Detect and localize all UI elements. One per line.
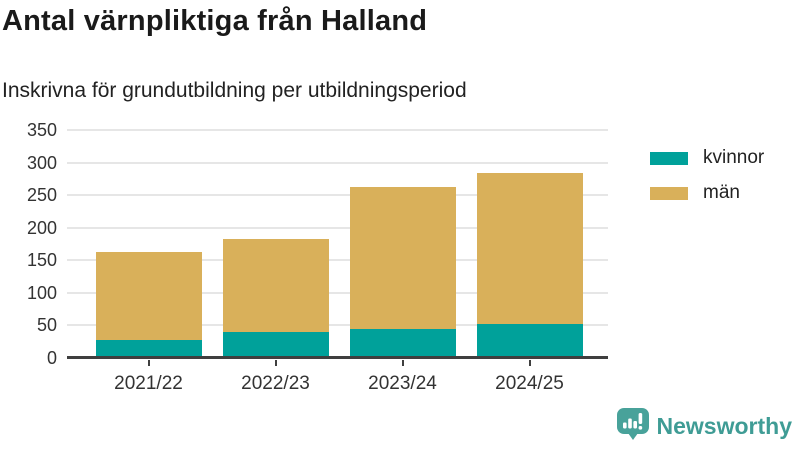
y-axis-tick-label: 350 (26, 120, 57, 140)
legend-item-kvinnor: kvinnor (650, 147, 764, 169)
brand-name: Newsworthy (656, 413, 792, 439)
bar-segment-män-2021/22 (95, 251, 202, 340)
gridline-250 (67, 194, 608, 196)
y-axis-tick-label: 0 (46, 347, 57, 368)
y-axis-tick-label: 150 (26, 250, 57, 270)
x-axis-label: 2022/23 (241, 372, 310, 394)
legend-label-män: män (703, 182, 740, 203)
x-axis-label: 2021/22 (114, 372, 183, 394)
legend-swatch-kvinnor (650, 151, 688, 165)
x-axis-tick (528, 359, 531, 366)
gridline-200 (67, 226, 608, 229)
gridline-300 (67, 161, 608, 164)
y-axis-tick-label: 100 (26, 282, 57, 303)
y-axis-tick-label: 250 (26, 185, 57, 205)
x-axis-tick (401, 359, 404, 366)
legend-item-män: män (650, 182, 764, 204)
y-axis-tick-label: 300 (26, 152, 57, 173)
bar-segment-män-2024/25 (476, 172, 583, 325)
newsworthy-logo-icon (616, 407, 650, 446)
bar-segment-kvinnor-2022/23 (222, 332, 329, 358)
x-axis-tick (147, 359, 150, 366)
bar-segment-kvinnor-2021/22 (95, 339, 202, 358)
chart-subtitle: Inskrivna för grundutbildning per utbild… (2, 79, 467, 102)
y-axis-tick-label: 200 (26, 217, 57, 238)
x-axis-label: 2024/25 (495, 372, 564, 394)
gridline-150 (67, 259, 608, 261)
brand-footer: Newsworthy (616, 407, 792, 446)
legend: kvinnor män (650, 147, 764, 204)
gridline-100 (67, 291, 608, 294)
x-axis-tick (274, 359, 277, 366)
x-axis-label: 2023/24 (368, 372, 437, 394)
bar-segment-kvinnor-2023/24 (349, 328, 456, 358)
legend-label-kvinnor: kvinnor (703, 147, 765, 168)
gridline-50 (67, 324, 608, 326)
bar-segment-män-2023/24 (349, 187, 456, 329)
x-axis-baseline (67, 356, 608, 359)
legend-swatch-män (650, 186, 688, 200)
gridline-350 (67, 129, 608, 131)
bar-segment-män-2022/23 (222, 238, 329, 333)
chart-title: Antal värnpliktiga från Halland (2, 5, 428, 37)
y-axis-tick-label: 50 (36, 315, 57, 335)
bar-segment-kvinnor-2024/25 (476, 324, 583, 358)
